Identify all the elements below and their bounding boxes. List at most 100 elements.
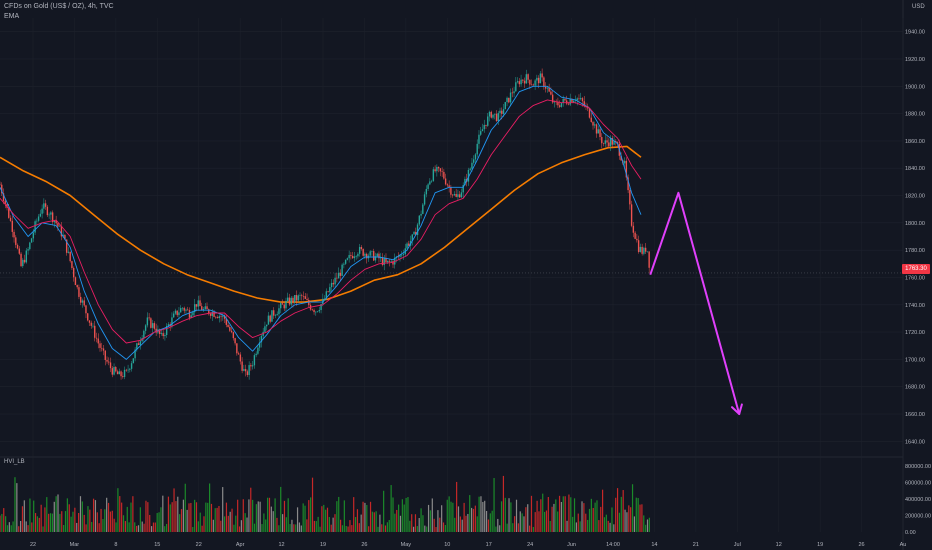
candle-body [637, 240, 640, 252]
volume-bar [517, 523, 519, 532]
candle-body [629, 190, 631, 205]
volume-bar [106, 497, 108, 532]
candle-body [250, 365, 252, 367]
last-price-tag: 1763.30 [902, 264, 930, 274]
volume-bar [33, 500, 35, 532]
volume-bar [192, 527, 194, 532]
candle-body [441, 171, 443, 172]
volume-bar [175, 501, 177, 532]
candle-body [260, 335, 263, 343]
volume-bar [250, 487, 252, 532]
volume-bar [63, 524, 65, 532]
candle-body [104, 350, 106, 360]
candle-body [85, 305, 87, 314]
candle-body [272, 310, 275, 316]
volume-bar [429, 510, 432, 532]
candle-body [450, 187, 452, 195]
volume-bar [147, 502, 149, 532]
volume-bar [328, 517, 330, 532]
candle-body [327, 291, 329, 292]
candle-body [223, 315, 226, 319]
candle-body [558, 105, 561, 107]
candle-body [97, 338, 99, 344]
candle-body [385, 258, 387, 263]
volume-bar [311, 477, 314, 532]
volume-bar [194, 499, 196, 532]
symbol-title[interactable]: CFDs on Gold (US$ / OZ), 4h, TVC [4, 3, 114, 10]
volume-bar [349, 520, 351, 532]
time-tick-label: 26 [859, 542, 865, 548]
volume-bar [111, 510, 113, 532]
candle-body [192, 312, 194, 316]
volume-bar [615, 497, 617, 532]
volume-bar [607, 520, 609, 532]
candle-body [458, 194, 461, 198]
candle-body [81, 300, 84, 303]
candle-body [641, 246, 643, 254]
candle-body [548, 87, 550, 92]
candle-body [611, 138, 614, 145]
volume-indicator-label[interactable]: HVI_LB [4, 459, 25, 465]
volume-bar [19, 520, 22, 532]
volume-bar [121, 502, 123, 532]
volume-bar [646, 519, 649, 532]
candle-body [76, 285, 78, 288]
ema-mid-line [0, 99, 642, 344]
candle-body [72, 268, 75, 278]
volume-bar [543, 511, 546, 532]
price-tick-label: 1920.00 [905, 57, 925, 63]
volume-bar [583, 503, 585, 532]
volume-bar [265, 519, 267, 532]
candle-body [348, 255, 350, 259]
volume-bar [469, 495, 471, 532]
volume-bar [645, 524, 647, 532]
volume-bar [553, 503, 555, 532]
volume-bar [424, 525, 426, 532]
candle-body [36, 220, 38, 222]
volume-bar [573, 498, 576, 532]
time-tick-label: 14:00 [606, 542, 620, 548]
candle-body [87, 313, 89, 321]
volume-bar [545, 510, 548, 532]
volume-bar [600, 506, 602, 532]
volume-bar [270, 506, 272, 532]
candle-body [27, 249, 29, 251]
volume-bar [154, 522, 156, 532]
candle-body [25, 250, 28, 263]
volume-bar [115, 522, 117, 532]
volume-bar [5, 516, 7, 532]
volume-bar [132, 496, 134, 532]
time-tick-label: 24 [527, 542, 533, 548]
volume-bar [454, 517, 456, 532]
volume-bar [340, 519, 342, 532]
volume-bar [6, 525, 9, 532]
time-tick-label: 10 [444, 542, 450, 548]
volume-bar [150, 526, 153, 532]
candle-body [227, 324, 229, 328]
volume-bar [92, 498, 95, 532]
volume-bar [276, 517, 278, 532]
volume-bar [252, 499, 254, 532]
volume-bar [418, 518, 420, 532]
candle-body [80, 296, 82, 303]
candle-body [525, 74, 528, 84]
volume-bar [603, 517, 606, 532]
ema-indicator-label[interactable]: EMA [4, 13, 20, 20]
volume-bar [592, 507, 594, 532]
candle-body [481, 129, 484, 132]
volume-bar [439, 517, 441, 532]
volume-bar [360, 514, 362, 532]
candle-body [351, 255, 354, 259]
candle-body [544, 86, 547, 89]
volume-bar [205, 502, 207, 532]
candle-body [580, 98, 582, 100]
volume-bar [321, 506, 323, 532]
candle-body [150, 318, 152, 328]
candle-body [557, 102, 559, 106]
volume-bar [643, 515, 645, 532]
volume-bar [422, 515, 424, 532]
volume-bar [126, 506, 128, 532]
price-tick-label: 1660.00 [905, 412, 925, 418]
candle-body [573, 100, 575, 103]
